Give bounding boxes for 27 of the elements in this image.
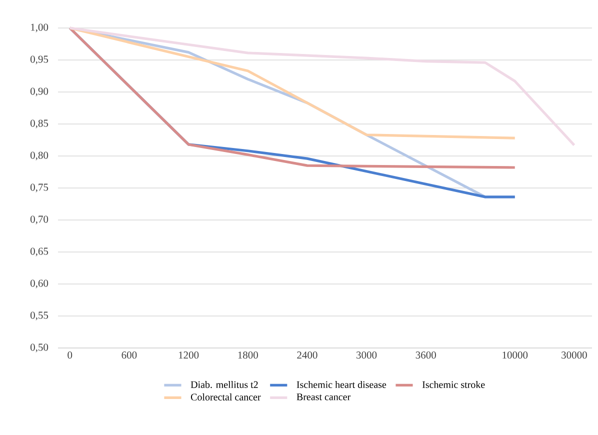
x-tick-label: 10000 <box>502 352 528 359</box>
x-tick-label: 3000 <box>356 352 377 359</box>
x-tick-label: 30000 <box>562 352 587 359</box>
y-tick-label: 0,90 <box>30 88 48 96</box>
x-tick-label: 600 <box>122 352 137 359</box>
x-tick-label: 1800 <box>238 352 258 359</box>
legend-label: Breast cancer <box>296 394 351 400</box>
x-tick-label: 2400 <box>297 352 318 359</box>
y-tick-label: 0,80 <box>30 152 48 160</box>
legend-label: Ischemic heart disease <box>296 380 386 388</box>
legend-label: Colorectal cancer <box>190 393 261 400</box>
legend-label: Ischemic stroke <box>422 380 485 388</box>
y-tick-label: 1,00 <box>31 24 48 32</box>
x-tick-label: 3600 <box>416 352 436 359</box>
y-tick-label: 0,60 <box>30 280 48 288</box>
legend-label: Diab. mellitus t2 <box>190 380 258 388</box>
y-tick-label: 0,85 <box>30 120 48 128</box>
x-tick-label: 0 <box>68 352 72 359</box>
y-tick-label: 0,55 <box>30 312 48 320</box>
y-tick-label: 0,50 <box>30 344 48 352</box>
y-tick-label: 0,75 <box>30 184 48 192</box>
y-tick-label: 0,95 <box>30 56 48 64</box>
x-tick-label: 1200 <box>178 352 199 359</box>
line-series <box>68 26 516 140</box>
y-tick-label: 0,65 <box>30 248 48 256</box>
y-tick-label: 0,70 <box>30 216 48 224</box>
line-series <box>68 26 516 169</box>
